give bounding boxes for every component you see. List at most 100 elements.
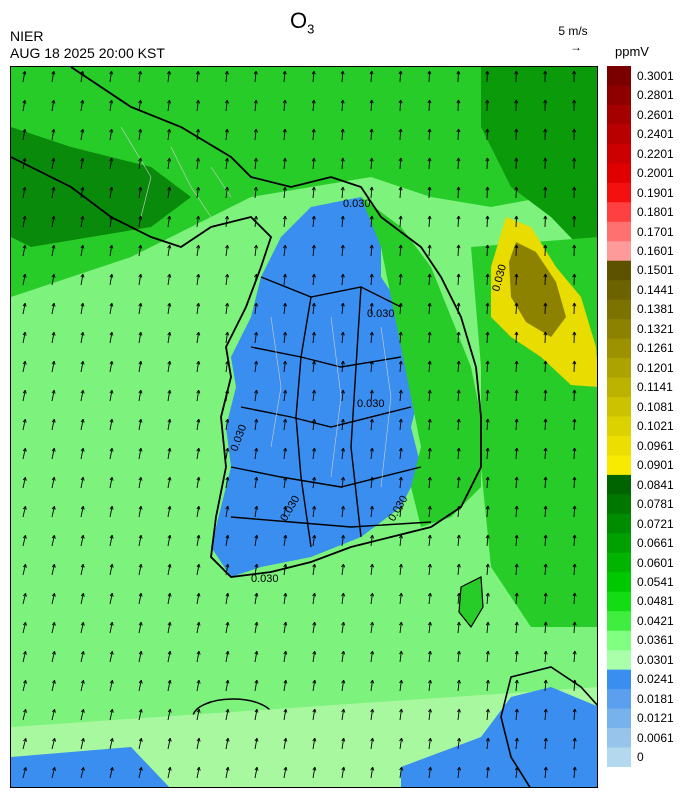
- wind-vector-icon: [428, 477, 431, 489]
- wind-vector-head: [572, 273, 575, 278]
- wind-vector-icon: [225, 332, 229, 344]
- wind-vector-head: [544, 244, 548, 249]
- wind-vector-icon: [51, 245, 55, 257]
- wind-vector-head: [340, 215, 344, 220]
- wind-vector-icon: [138, 651, 142, 663]
- wind-vector-head: [343, 708, 346, 713]
- wind-vector-icon: [399, 767, 403, 779]
- wind-vector-head: [399, 766, 402, 771]
- wind-vector-head: [427, 302, 431, 307]
- wind-vector-icon: [370, 303, 373, 315]
- wind-vector-head: [543, 766, 547, 771]
- wind-vector-head: [112, 738, 114, 742]
- wind-vector-icon: [196, 535, 200, 547]
- wind-vector-icon: [370, 361, 373, 373]
- wind-vector-head: [198, 506, 201, 510]
- wind-vector-icon: [312, 332, 315, 344]
- wind-vector-head: [285, 621, 288, 626]
- wind-vector-head: [111, 361, 114, 365]
- wind-vector-head: [198, 709, 201, 713]
- wind-vector-head: [371, 505, 374, 510]
- wind-vector-head: [196, 621, 200, 626]
- wind-vector-head: [516, 592, 519, 597]
- wind-vector-icon: [341, 709, 345, 721]
- wind-vector-icon: [283, 390, 286, 402]
- wind-vector-head: [111, 622, 114, 626]
- wind-vector-icon: [370, 273, 373, 286]
- wind-vector-icon: [225, 680, 229, 692]
- wind-vector-icon: [457, 157, 460, 170]
- wind-vector-head: [225, 302, 228, 307]
- wind-vector-head: [427, 563, 431, 568]
- wind-vector-icon: [544, 476, 547, 489]
- wind-vector-icon: [196, 158, 199, 170]
- wind-vector-icon: [138, 738, 142, 750]
- wind-vector-head: [485, 244, 488, 249]
- colorbar-swatch: [607, 85, 631, 106]
- wind-vector-icon: [573, 360, 575, 373]
- wind-vector-head: [487, 302, 490, 307]
- wind-vector-head: [516, 244, 519, 249]
- wind-vector-icon: [254, 506, 258, 518]
- wind-vector-head: [80, 651, 84, 655]
- wind-vector-head: [256, 622, 259, 626]
- wind-vector-head: [543, 679, 547, 684]
- wind-vector-head: [456, 244, 460, 249]
- wind-vector-head: [340, 157, 344, 162]
- wind-vector-icon: [22, 216, 26, 228]
- wind-vector-head: [225, 650, 229, 655]
- wind-vector-head: [198, 564, 201, 568]
- wind-vector-head: [514, 302, 517, 307]
- wind-vector-icon: [283, 651, 287, 663]
- wind-vector-head: [226, 99, 229, 104]
- wind-vector-head: [487, 186, 490, 191]
- wind-vector-head: [341, 534, 344, 539]
- east-island: [458, 576, 484, 629]
- wind-vector-head: [283, 592, 287, 597]
- wind-vector-icon: [167, 245, 171, 257]
- wind-vector-head: [545, 766, 548, 771]
- wind-vector-icon: [80, 593, 84, 605]
- wind-vector-head: [545, 592, 548, 597]
- wind-vector-head: [458, 650, 461, 655]
- wind-vector-head: [399, 650, 402, 655]
- wind-vector-head: [340, 128, 344, 133]
- wind-vector-head: [514, 534, 518, 539]
- wind-vector-head: [54, 680, 56, 684]
- wind-vector-icon: [341, 99, 344, 112]
- wind-vector-icon: [138, 216, 142, 228]
- wind-vector-head: [24, 477, 27, 481]
- wind-vector-head: [227, 767, 230, 771]
- wind-vector-head: [255, 273, 259, 278]
- wind-vector-icon: [167, 129, 170, 141]
- wind-vector-head: [109, 273, 113, 278]
- colorbar-label: 0.1701: [637, 224, 674, 239]
- wind-vector-head: [23, 709, 27, 713]
- wind-vector-icon: [283, 332, 286, 344]
- wind-vector-head: [458, 215, 461, 220]
- wind-vector-head: [369, 302, 373, 307]
- wind-vector-icon: [167, 680, 171, 692]
- wind-vector-head: [457, 708, 460, 713]
- wind-vector-head: [140, 128, 143, 133]
- wind-vector-icon: [544, 360, 547, 373]
- wind-vector-head: [458, 389, 461, 394]
- wind-vector-head: [312, 679, 316, 684]
- wind-vector-head: [22, 622, 26, 626]
- wind-vector-head: [254, 273, 257, 278]
- wind-vector-head: [398, 99, 402, 104]
- wind-vector-head: [401, 708, 404, 713]
- wind-vector-icon: [22, 361, 26, 373]
- wind-vector-head: [83, 680, 85, 684]
- wind-vector-head: [487, 389, 490, 394]
- wind-vector-head: [428, 766, 431, 771]
- wind-vector-head: [429, 621, 432, 626]
- wind-vector-head: [111, 128, 114, 133]
- wind-vector-head: [456, 389, 460, 394]
- wind-vector-head: [313, 360, 316, 365]
- wind-vector-head: [314, 563, 317, 568]
- colorbar-swatch: [607, 455, 631, 476]
- wind-vector-head: [255, 215, 258, 220]
- wind-vector-icon: [312, 303, 315, 315]
- wind-vector-head: [167, 476, 171, 481]
